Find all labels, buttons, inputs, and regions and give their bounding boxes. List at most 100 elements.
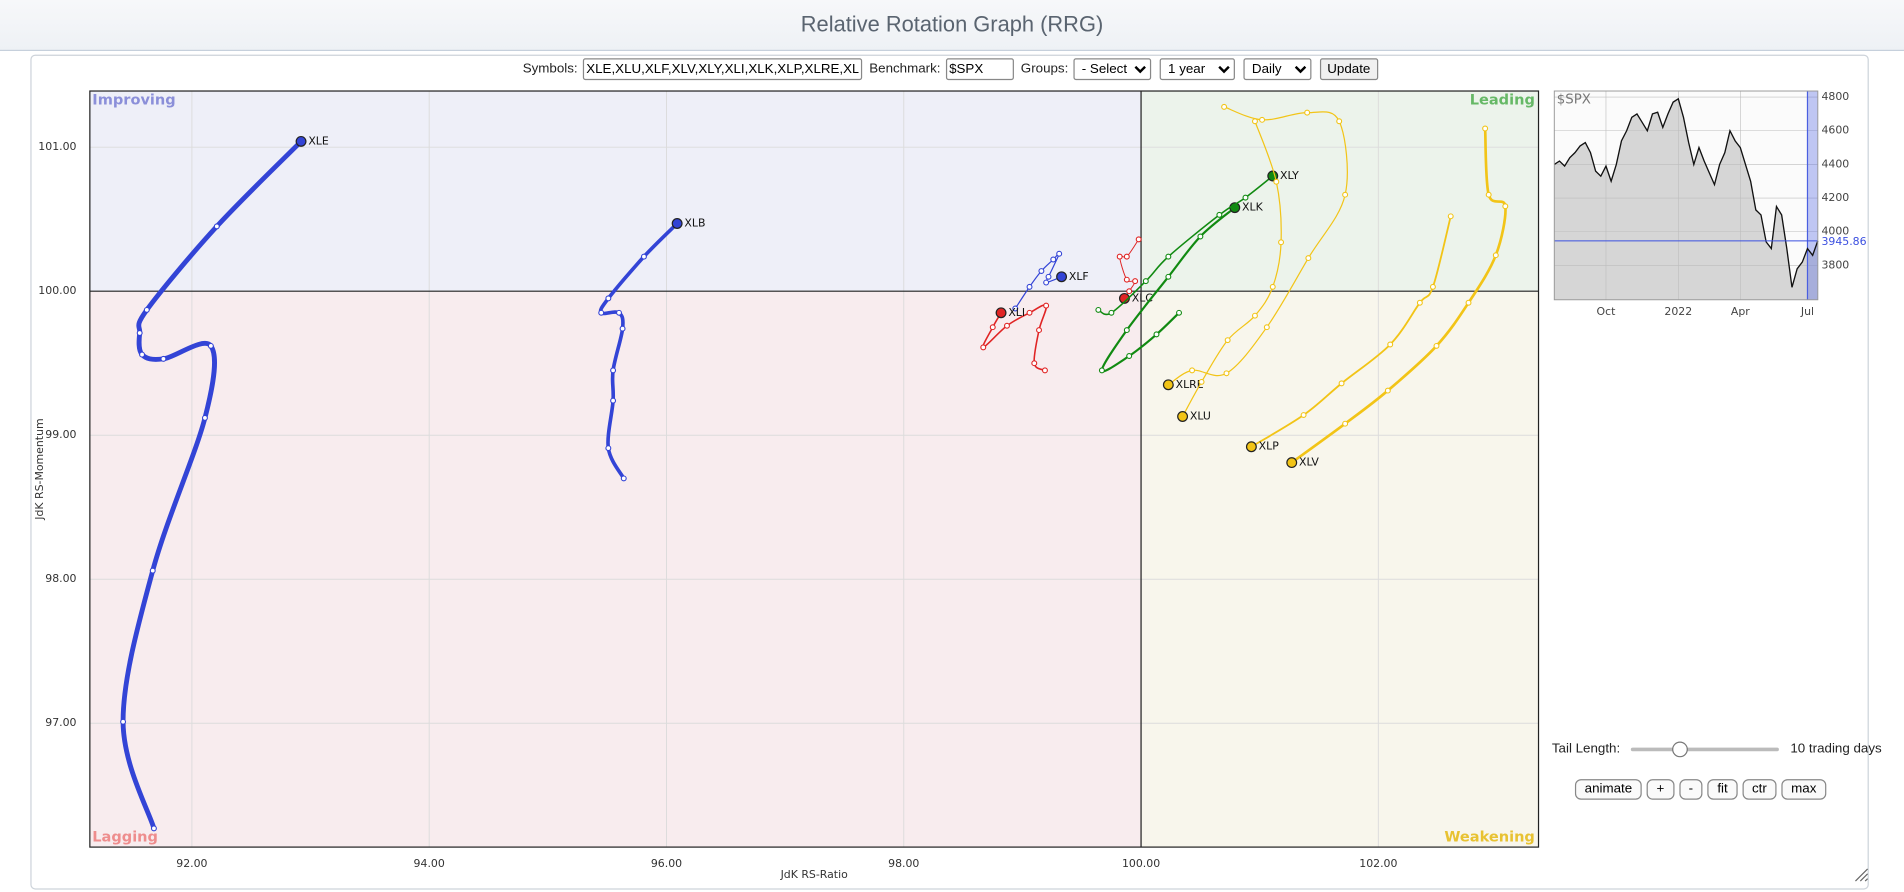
tail-point (1098, 367, 1105, 374)
tail-point (201, 414, 208, 421)
benchmark-label: Benchmark: (869, 61, 941, 77)
head-point (1177, 411, 1189, 422)
x-tick-label: 100.00 (1122, 857, 1160, 870)
y-tick-label: 4000 (1821, 225, 1849, 238)
y-tick-label: 98.00 (45, 572, 76, 585)
tail-point (1043, 279, 1050, 286)
quadrant (89, 291, 1142, 848)
tail-point (1492, 252, 1499, 259)
tail-point (1278, 239, 1285, 246)
tail-point (213, 223, 220, 230)
tail-point (1416, 299, 1423, 306)
quadrant-label: Weakening (1444, 828, 1535, 845)
quadrant (89, 91, 1142, 292)
tail-point (1108, 309, 1115, 316)
tail-point (1056, 250, 1063, 257)
y-tick-label: 4200 (1821, 191, 1849, 204)
tail-point (1433, 342, 1440, 349)
x-tick-label: 96.00 (651, 857, 682, 870)
groups-select[interactable]: - Select - (1073, 58, 1151, 81)
tail-point (1038, 268, 1045, 275)
header: Relative Rotation Graph (RRG) (0, 0, 1904, 51)
page-title: Relative Rotation Graph (RRG) (800, 12, 1104, 37)
plot-frame (89, 90, 1540, 848)
quadrant-label: Improving (92, 92, 175, 109)
resize-grip (1855, 868, 1869, 882)
mini-chart-title: $SPX (1557, 93, 1591, 108)
quadrant-label: Lagging (92, 828, 158, 845)
tail-window (1807, 91, 1818, 300)
tail-point (1142, 278, 1149, 285)
tail-point (1465, 299, 1472, 306)
period-select[interactable]: 1 year (1159, 58, 1235, 81)
tail-point (1300, 412, 1307, 419)
series-label: XLY (1280, 169, 1299, 182)
y-tick-label: 4800 (1821, 90, 1849, 103)
max-button[interactable]: max (1781, 778, 1827, 800)
head-point (295, 135, 307, 147)
tail-line (1100, 206, 1236, 373)
tail-point (1273, 178, 1280, 185)
frequency-select[interactable]: Daily (1243, 58, 1312, 81)
tail-point (1043, 302, 1050, 309)
head-point (1286, 457, 1298, 469)
y-axis-label: JdK RS-Momentum (33, 418, 46, 520)
tail-slider[interactable] (1631, 741, 1780, 757)
update-button[interactable]: Update (1320, 58, 1378, 81)
tail-point (1263, 324, 1270, 331)
tail-point (1482, 125, 1489, 132)
tail-point (598, 309, 605, 316)
tail-point (1126, 288, 1133, 295)
series-label: XLV (1299, 456, 1319, 469)
tail-point (1342, 191, 1349, 198)
y-tick-label: 100.00 (38, 284, 76, 297)
head-point (671, 218, 683, 229)
tail-point (1429, 283, 1436, 290)
x-tick-label: Oct (1597, 305, 1617, 318)
quadrant (1141, 91, 1539, 292)
animate-button[interactable]: animate (1574, 778, 1642, 800)
zoom-out-button[interactable]: - (1678, 778, 1703, 800)
tail-point (1198, 378, 1205, 385)
tail-point (1095, 306, 1102, 313)
tail-point (120, 718, 127, 725)
tail-point (1050, 256, 1057, 263)
tail-point (1338, 380, 1345, 387)
tail-point (1123, 327, 1130, 334)
benchmark-input[interactable] (945, 58, 1014, 81)
tail-point (149, 567, 156, 574)
series-label: XLI (1008, 306, 1025, 319)
center-button[interactable]: ctr (1742, 778, 1777, 800)
tail-point (1447, 213, 1454, 220)
symbols-label: Symbols: (522, 61, 578, 77)
tail-point (620, 475, 627, 482)
tail-point (143, 306, 150, 313)
quadrant-label: Leading (1470, 92, 1535, 109)
tail-point (1502, 203, 1509, 210)
y-tick-label: 4400 (1821, 157, 1849, 170)
tail-point (610, 397, 617, 404)
tail-point (1031, 360, 1038, 367)
y-tick-label: 97.00 (45, 716, 76, 729)
tail-point (1041, 367, 1048, 374)
price-line (1553, 97, 1819, 288)
tail-point (1026, 283, 1033, 290)
series-label: XLP (1259, 440, 1280, 453)
fit-button[interactable]: fit (1707, 778, 1738, 800)
head-point (1162, 379, 1174, 391)
series-label: XLC (1132, 291, 1154, 304)
tail-point (605, 295, 612, 302)
buttons: animate + - fit ctr max (1574, 777, 1831, 800)
symbols-input[interactable] (582, 58, 862, 81)
x-tick-label: 94.00 (414, 857, 445, 870)
tail-line (598, 222, 679, 480)
x-axis-label: JdK RS-Ratio (780, 868, 849, 881)
y-tick-label: 101.00 (38, 140, 76, 153)
tail-length-label: Tail Length: (1551, 741, 1621, 757)
tail-point (150, 825, 157, 832)
zoom-in-button[interactable]: + (1646, 778, 1675, 800)
head-point (1245, 441, 1257, 453)
slider-knob[interactable] (1672, 741, 1689, 757)
